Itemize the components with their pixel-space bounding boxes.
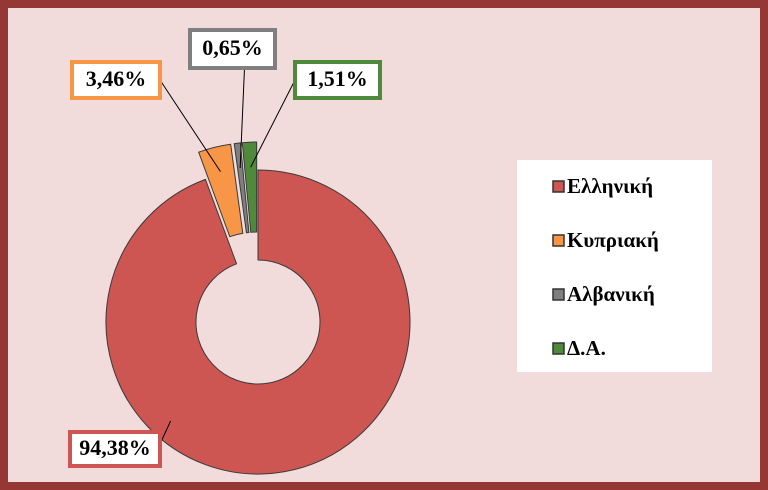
data-label: 1,51% — [307, 66, 368, 91]
slice — [198, 143, 244, 238]
leader-line — [159, 79, 221, 172]
label-box — [293, 60, 382, 100]
legend-label: Ελληνική — [567, 174, 653, 198]
legend-label: Δ.Α. — [567, 336, 606, 360]
slice — [241, 141, 258, 233]
data-label: 3,46% — [86, 66, 147, 91]
legend-marker — [552, 342, 565, 355]
leader-line — [239, 67, 245, 169]
legend-marker — [552, 288, 565, 301]
legend-box — [517, 160, 712, 372]
label-box — [70, 60, 162, 100]
data-label: 0,65% — [202, 35, 263, 60]
legend-marker — [552, 180, 565, 193]
legend-label: Αλβανική — [567, 282, 655, 306]
slice — [105, 169, 411, 475]
legend-label: Κυπριακή — [567, 228, 659, 252]
data-label: 94,38% — [79, 435, 151, 460]
leader-line — [250, 79, 296, 168]
slice — [233, 142, 250, 234]
label-box — [68, 430, 162, 468]
legend-marker — [552, 234, 565, 247]
label-box — [188, 28, 277, 70]
